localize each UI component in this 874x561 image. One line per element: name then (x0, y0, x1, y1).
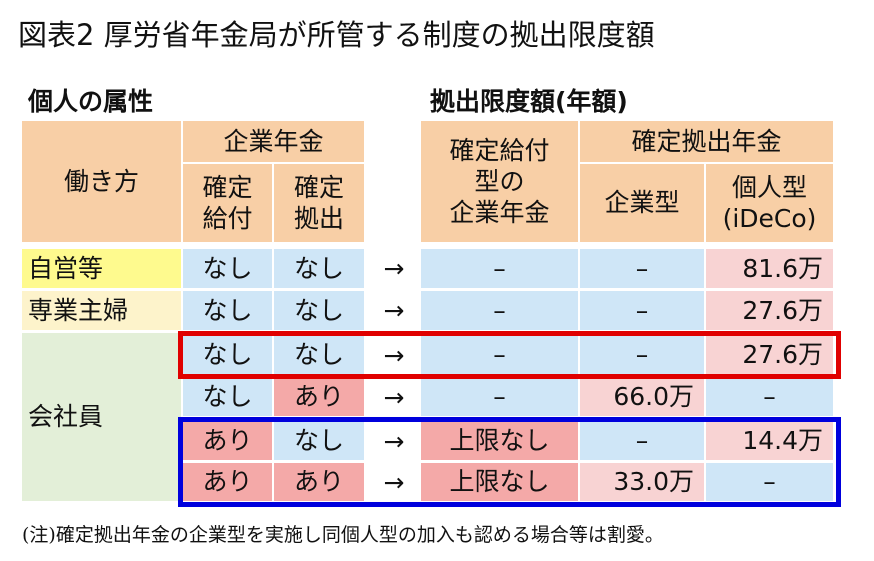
col-work-style: 働き方 (22, 121, 181, 242)
cell-db: なし (183, 249, 272, 288)
highlight-box-red (178, 331, 841, 379)
cell-db: なし (183, 291, 272, 330)
cell-ideco-limit: 14.4万 (706, 422, 833, 460)
cell-db: あり (183, 422, 272, 460)
cell-corp-limit: 66.0万 (580, 378, 704, 416)
cell-dc: なし (274, 291, 364, 330)
cell-db-limit: 上限なし (421, 422, 578, 460)
arrow-icon: → (383, 467, 405, 497)
cell-corp-limit: – (580, 249, 704, 288)
cell-dc: なし (274, 422, 364, 460)
col-dc-pension: 確定拠出年金 (580, 121, 833, 162)
cell-db-limit: – (421, 291, 578, 330)
cell-db-limit: – (421, 378, 578, 416)
cell-dc: あり (274, 463, 364, 501)
row-label-housewife: 専業主婦 (22, 291, 181, 330)
cell-ideco-limit: 81.6万 (706, 249, 833, 288)
cell-ideco-limit: – (706, 378, 833, 416)
footnote: (注)確定拠出年金の企業型を実施し同個人型の加入も認める場合等は割愛。 (22, 524, 664, 546)
cell-ideco-limit: – (706, 463, 833, 501)
col-db-corporate: 確定給付 型の 企業年金 (421, 121, 578, 242)
row-label-self-employed: 自営等 (22, 249, 181, 288)
highlight-box-blue (178, 417, 841, 507)
arrow-icon: → (383, 296, 405, 325)
cell-corp-limit: 33.0万 (580, 463, 704, 501)
cell-dc: なし (274, 336, 364, 374)
col-individual-type: 個人型 (iDeCo) (706, 164, 833, 242)
cell-corp-limit: – (580, 422, 704, 460)
cell-db-limit: – (421, 336, 578, 374)
col-corporate-pension: 企業年金 (183, 121, 364, 162)
cell-db-limit: – (421, 249, 578, 288)
col-db: 確定 給付 (183, 164, 272, 242)
cell-ideco-limit: 27.6万 (706, 291, 833, 330)
arrow-icon: → (383, 382, 405, 412)
cell-db: なし (183, 378, 272, 416)
cell-db: あり (183, 463, 272, 501)
cell-dc: なし (274, 249, 364, 288)
header-personal-attributes: 個人の属性 (28, 87, 154, 116)
cell-dc: あり (274, 378, 364, 416)
col-corporate-type: 企業型 (580, 164, 704, 242)
arrow-icon: → (383, 254, 405, 283)
figure-title: 図表2 厚労省年金局が所管する制度の拠出限度額 (18, 18, 655, 52)
cell-ideco-limit: 27.6万 (706, 336, 833, 374)
col-dc: 確定 拠出 (274, 164, 364, 242)
header-contribution-limit: 拠出限度額(年額) (430, 87, 628, 116)
cell-db-limit: 上限なし (421, 463, 578, 501)
row-label-employee: 会社員 (22, 333, 181, 501)
arrow-icon: → (383, 426, 405, 456)
cell-corp-limit: – (580, 291, 704, 330)
cell-corp-limit: – (580, 336, 704, 374)
arrow-icon: → (383, 340, 405, 370)
cell-db: なし (183, 336, 272, 374)
